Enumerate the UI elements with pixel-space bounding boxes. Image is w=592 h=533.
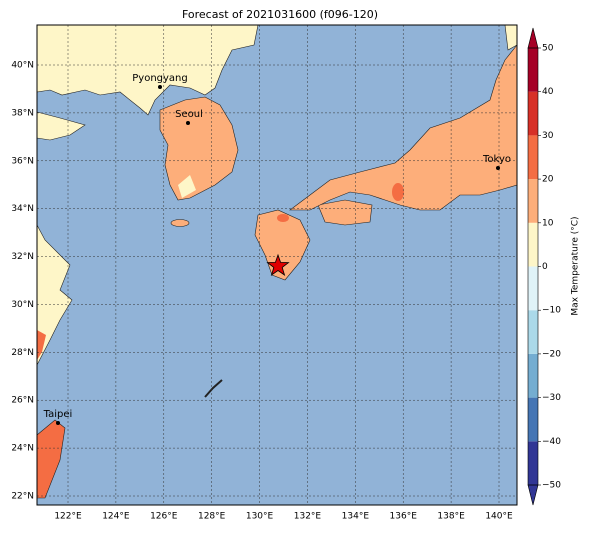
korea-cool-patch — [178, 175, 196, 198]
colorbar-tick-label: 50 — [542, 44, 554, 54]
colorbar-band — [528, 353, 538, 398]
city-label: Seoul — [175, 109, 203, 120]
lat-label: 32°N — [11, 252, 34, 262]
lon-label: 136°E — [390, 512, 418, 522]
colorbar-band — [528, 179, 538, 223]
lat-label: 26°N — [11, 396, 34, 406]
colorbar-band — [528, 91, 538, 136]
city-dot — [56, 421, 60, 425]
colorbar-band — [528, 441, 538, 485]
colorbar-band — [528, 135, 538, 180]
china-warm-patch — [37, 330, 46, 360]
location-star — [266, 253, 290, 276]
city-dot — [158, 85, 162, 89]
colorbar-tick-label: −20 — [542, 349, 561, 359]
lat-label: 36°N — [11, 156, 34, 166]
title: Forecast of 2021031600 (f096-120) — [182, 8, 378, 21]
colorbar-tick-label: 10 — [542, 218, 554, 228]
colorbar-tick-label: 30 — [542, 131, 554, 141]
colorbar-extend — [527, 484, 539, 506]
kyushu-warm-patch — [277, 214, 289, 222]
colorbar-tick-label: −50 — [542, 481, 561, 491]
colorbar-band — [528, 266, 538, 311]
jeju — [170, 219, 190, 227]
lat-label: 30°N — [11, 300, 34, 310]
land — [36, 24, 518, 499]
colorbar-tick-label: −40 — [542, 437, 561, 447]
lat-label: 40°N — [11, 61, 34, 71]
lon-label: 128°E — [198, 512, 226, 522]
city-label: Pyongyang — [132, 73, 187, 84]
south-korea — [159, 96, 239, 201]
colorbar-extend — [527, 27, 539, 49]
colorbar-tick-label: −30 — [542, 393, 561, 403]
colorbar-label: Max Temperature (°C) — [571, 216, 581, 315]
colorbar-tick-label: −10 — [542, 306, 561, 316]
lat-label: 22°N — [11, 492, 34, 502]
lat-label: 38°N — [11, 108, 34, 118]
colorbar-band — [528, 310, 538, 354]
city-dot — [186, 121, 190, 125]
colorbar-band — [528, 397, 538, 442]
lon-label: 134°E — [342, 512, 370, 522]
lon-label: 140°E — [485, 512, 513, 522]
north-china-korea — [36, 24, 259, 116]
lat-label: 34°N — [11, 204, 34, 214]
china-coast — [36, 224, 73, 366]
colorbar-band — [528, 222, 538, 267]
lon-label: 132°E — [294, 512, 322, 522]
city-label: Tokyo — [482, 154, 511, 165]
colorbar-tick-label: 0 — [542, 262, 548, 272]
lon-label: 122°E — [54, 512, 82, 522]
shikoku — [317, 199, 373, 226]
lat-label: 28°N — [11, 348, 34, 358]
lat-label: 24°N — [11, 444, 34, 454]
lon-label: 138°E — [437, 512, 465, 522]
colorbar-tick-label: 20 — [542, 175, 554, 185]
lon-label: 130°E — [246, 512, 274, 522]
colorbar: −50 −40 −30 −20 −10 0 10 20 30 40 50 — [527, 27, 561, 506]
city-dot — [496, 166, 500, 170]
lon-label: 124°E — [102, 512, 130, 522]
colorbar-tick-label: 40 — [542, 87, 554, 97]
colorbar-band — [528, 48, 538, 92]
city-label: Taipei — [43, 409, 73, 420]
map-frame — [36, 24, 518, 506]
graticule — [37, 25, 517, 505]
okinawa — [204, 379, 223, 398]
cities: Pyongyang Seoul Tokyo Taipei — [43, 73, 511, 425]
lon-label: 126°E — [150, 512, 178, 522]
honshu-warm-patch — [392, 183, 404, 201]
